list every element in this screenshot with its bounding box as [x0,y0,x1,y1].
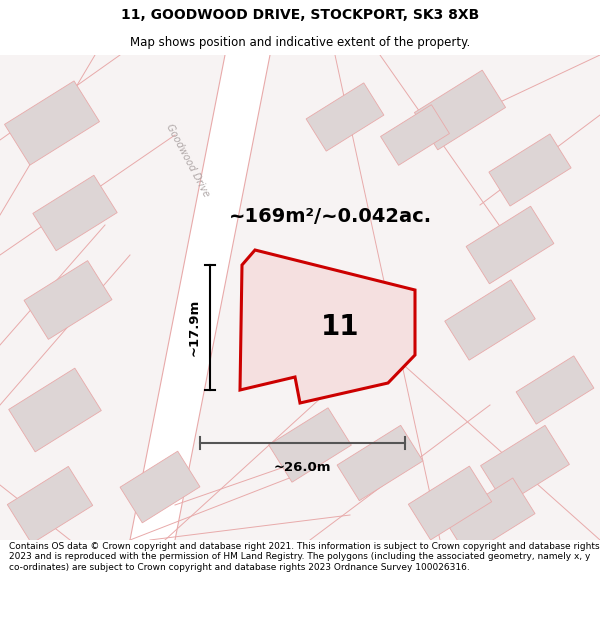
Text: 11, GOODWOOD DRIVE, STOCKPORT, SK3 8XB: 11, GOODWOOD DRIVE, STOCKPORT, SK3 8XB [121,8,479,22]
Polygon shape [445,280,535,360]
Polygon shape [8,368,101,452]
Polygon shape [240,250,415,403]
Polygon shape [380,104,449,166]
Polygon shape [130,55,270,540]
Polygon shape [269,408,352,482]
Text: Goodwood Drive: Goodwood Drive [164,122,211,198]
Polygon shape [409,466,491,540]
Polygon shape [337,426,423,501]
Polygon shape [481,426,569,504]
Polygon shape [489,134,571,206]
Polygon shape [516,356,594,424]
Polygon shape [7,466,93,544]
Text: 11: 11 [321,313,359,341]
Text: ~17.9m: ~17.9m [187,299,200,356]
Polygon shape [466,206,554,284]
Text: Map shows position and indicative extent of the property.: Map shows position and indicative extent… [130,36,470,49]
Polygon shape [33,175,117,251]
Polygon shape [445,478,535,556]
Polygon shape [24,261,112,339]
Text: ~26.0m: ~26.0m [274,461,331,474]
Polygon shape [5,81,100,165]
Polygon shape [415,70,506,150]
Text: ~169m²/~0.042ac.: ~169m²/~0.042ac. [229,208,431,226]
Polygon shape [120,451,200,523]
Polygon shape [306,83,384,151]
Text: Contains OS data © Crown copyright and database right 2021. This information is : Contains OS data © Crown copyright and d… [9,542,599,571]
